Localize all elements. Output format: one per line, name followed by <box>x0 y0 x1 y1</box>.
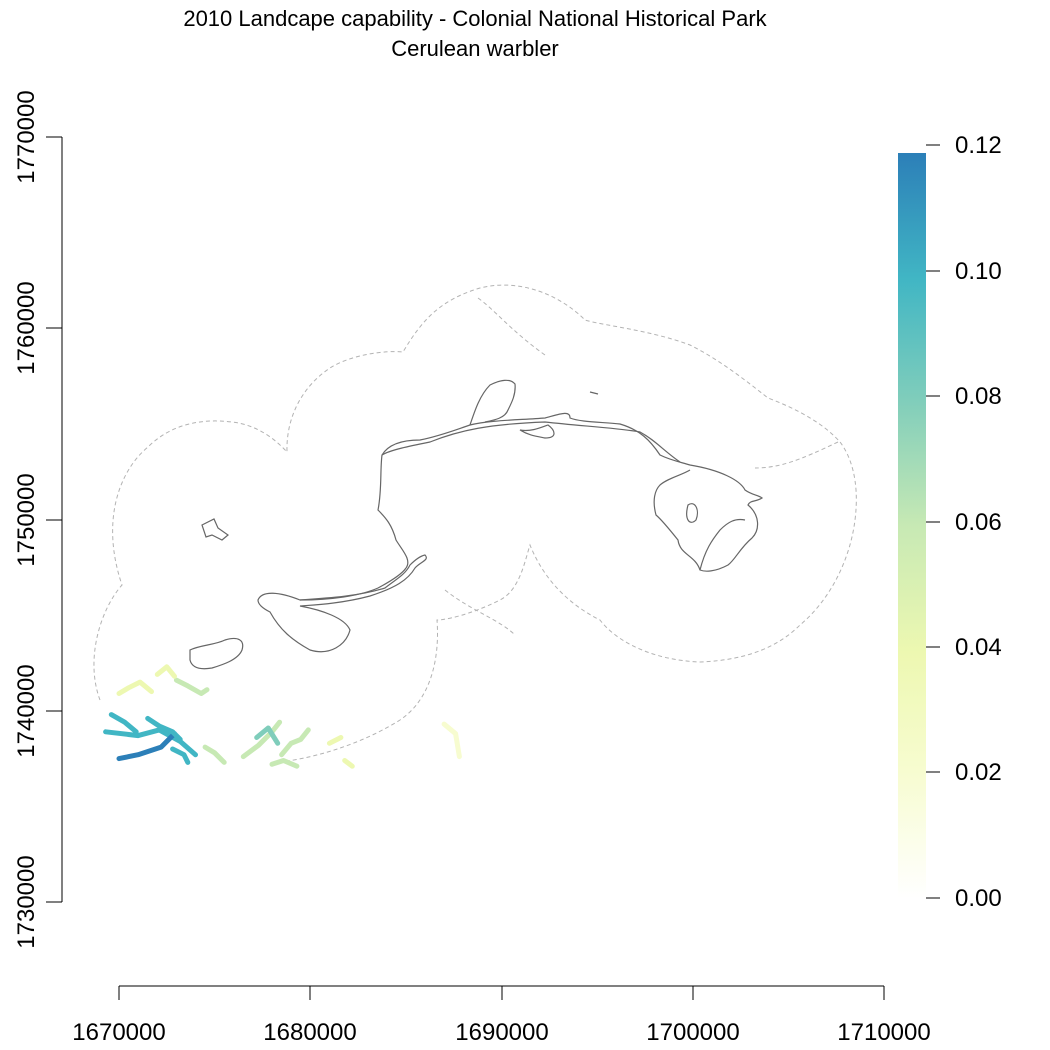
habitat-patch-4 <box>145 715 183 742</box>
habitat-patch-12 <box>279 727 311 758</box>
x-tick-label: 1690000 <box>455 1019 548 1046</box>
y-tick-label: 1750000 <box>13 473 40 566</box>
habitat-patch-10 <box>240 719 283 760</box>
x-axis: 1670000 1680000 1690000 1700000 1710000 <box>72 985 931 1046</box>
legend-tick-label: 0.10 <box>955 258 1002 285</box>
habitat-patch-9 <box>202 744 227 765</box>
habitat-patch-3 <box>108 712 139 735</box>
legend-tick-label: 0.00 <box>955 885 1002 912</box>
park-boundary <box>189 379 764 670</box>
y-tick-label: 1730000 <box>13 855 40 948</box>
x-tick-label: 1710000 <box>837 1019 930 1046</box>
legend-tick-label: 0.04 <box>955 634 1002 661</box>
y-tick-label: 1760000 <box>13 281 40 374</box>
habitat-patch-7 <box>173 677 210 696</box>
habitat-patch-15 <box>342 758 355 769</box>
habitat-layer <box>103 664 462 769</box>
legend-tick-label: 0.12 <box>955 132 1002 159</box>
legend-color-bar <box>898 153 926 898</box>
habitat-patch-2 <box>116 731 177 762</box>
buffer-boundary <box>93 284 857 764</box>
y-tick-label: 1770000 <box>13 90 40 183</box>
color-legend: 0.12 0.10 0.08 0.06 0.04 0.02 0.00 <box>898 132 1002 912</box>
x-tick-label: 1700000 <box>646 1019 739 1046</box>
legend-tick-label: 0.08 <box>955 383 1002 410</box>
x-tick-label: 1680000 <box>263 1019 356 1046</box>
x-tick-label: 1670000 <box>72 1019 165 1046</box>
habitat-patch-6 <box>116 679 154 696</box>
legend-tick-label: 0.02 <box>955 759 1002 786</box>
y-axis: 1730000 1740000 1750000 1760000 1770000 <box>13 90 63 949</box>
habitat-patch-11 <box>254 725 281 746</box>
map-title: 2010 Landcape capability - Colonial Nati… <box>183 6 767 31</box>
habitat-patch-13 <box>269 758 300 769</box>
habitat-patch-1 <box>103 727 198 758</box>
habitat-patch-16 <box>441 721 462 760</box>
habitat-patch-5 <box>170 746 191 765</box>
map-subtitle: Cerulean warbler <box>391 36 559 61</box>
habitat-patch-14 <box>326 735 344 746</box>
y-tick-label: 1740000 <box>13 664 40 757</box>
legend-tick-label: 0.06 <box>955 509 1002 536</box>
habitat-patch-8 <box>154 664 177 679</box>
